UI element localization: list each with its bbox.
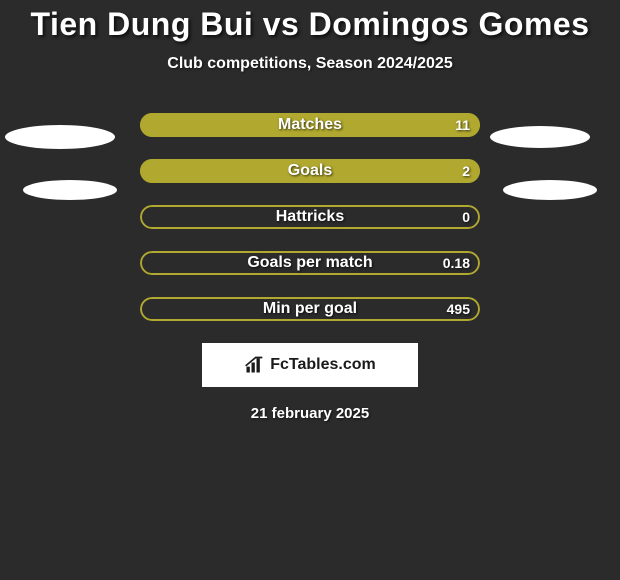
stat-bar: Hattricks 0 <box>140 205 480 229</box>
stat-label: Hattricks <box>276 208 344 226</box>
stat-bar: Goals per match 0.18 <box>140 251 480 275</box>
stat-value-player2: 0 <box>462 209 470 225</box>
stat-bar: Min per goal 495 <box>140 297 480 321</box>
stat-label: Goals per match <box>247 254 372 272</box>
stat-row: Goals per match 0.18 <box>0 251 620 275</box>
stat-row: Min per goal 495 <box>0 297 620 321</box>
brand-text: FcTables.com <box>270 356 376 374</box>
stat-row: Hattricks 0 <box>0 205 620 229</box>
stat-bar: Goals 2 <box>140 159 480 183</box>
player2-ellipse <box>490 126 590 148</box>
player1-ellipse <box>23 180 117 200</box>
subtitle: Club competitions, Season 2024/2025 <box>0 55 620 73</box>
bar-chart-icon <box>244 355 264 375</box>
stat-value-player2: 11 <box>455 117 470 133</box>
stat-row: Goals 2 <box>0 159 620 183</box>
stat-label: Matches <box>278 116 342 134</box>
stat-bar: Matches 11 <box>140 113 480 137</box>
brand-box: FcTables.com <box>202 343 418 387</box>
player1-ellipse <box>5 125 115 149</box>
stat-label: Min per goal <box>263 300 357 318</box>
stat-value-player2: 495 <box>447 301 470 317</box>
stat-value-player2: 2 <box>462 163 470 179</box>
date-label: 21 february 2025 <box>0 405 620 422</box>
player2-ellipse <box>503 180 597 200</box>
page-title: Tien Dung Bui vs Domingos Gomes <box>0 0 620 43</box>
stat-value-player2: 0.18 <box>443 255 470 271</box>
stat-label: Goals <box>288 162 332 180</box>
